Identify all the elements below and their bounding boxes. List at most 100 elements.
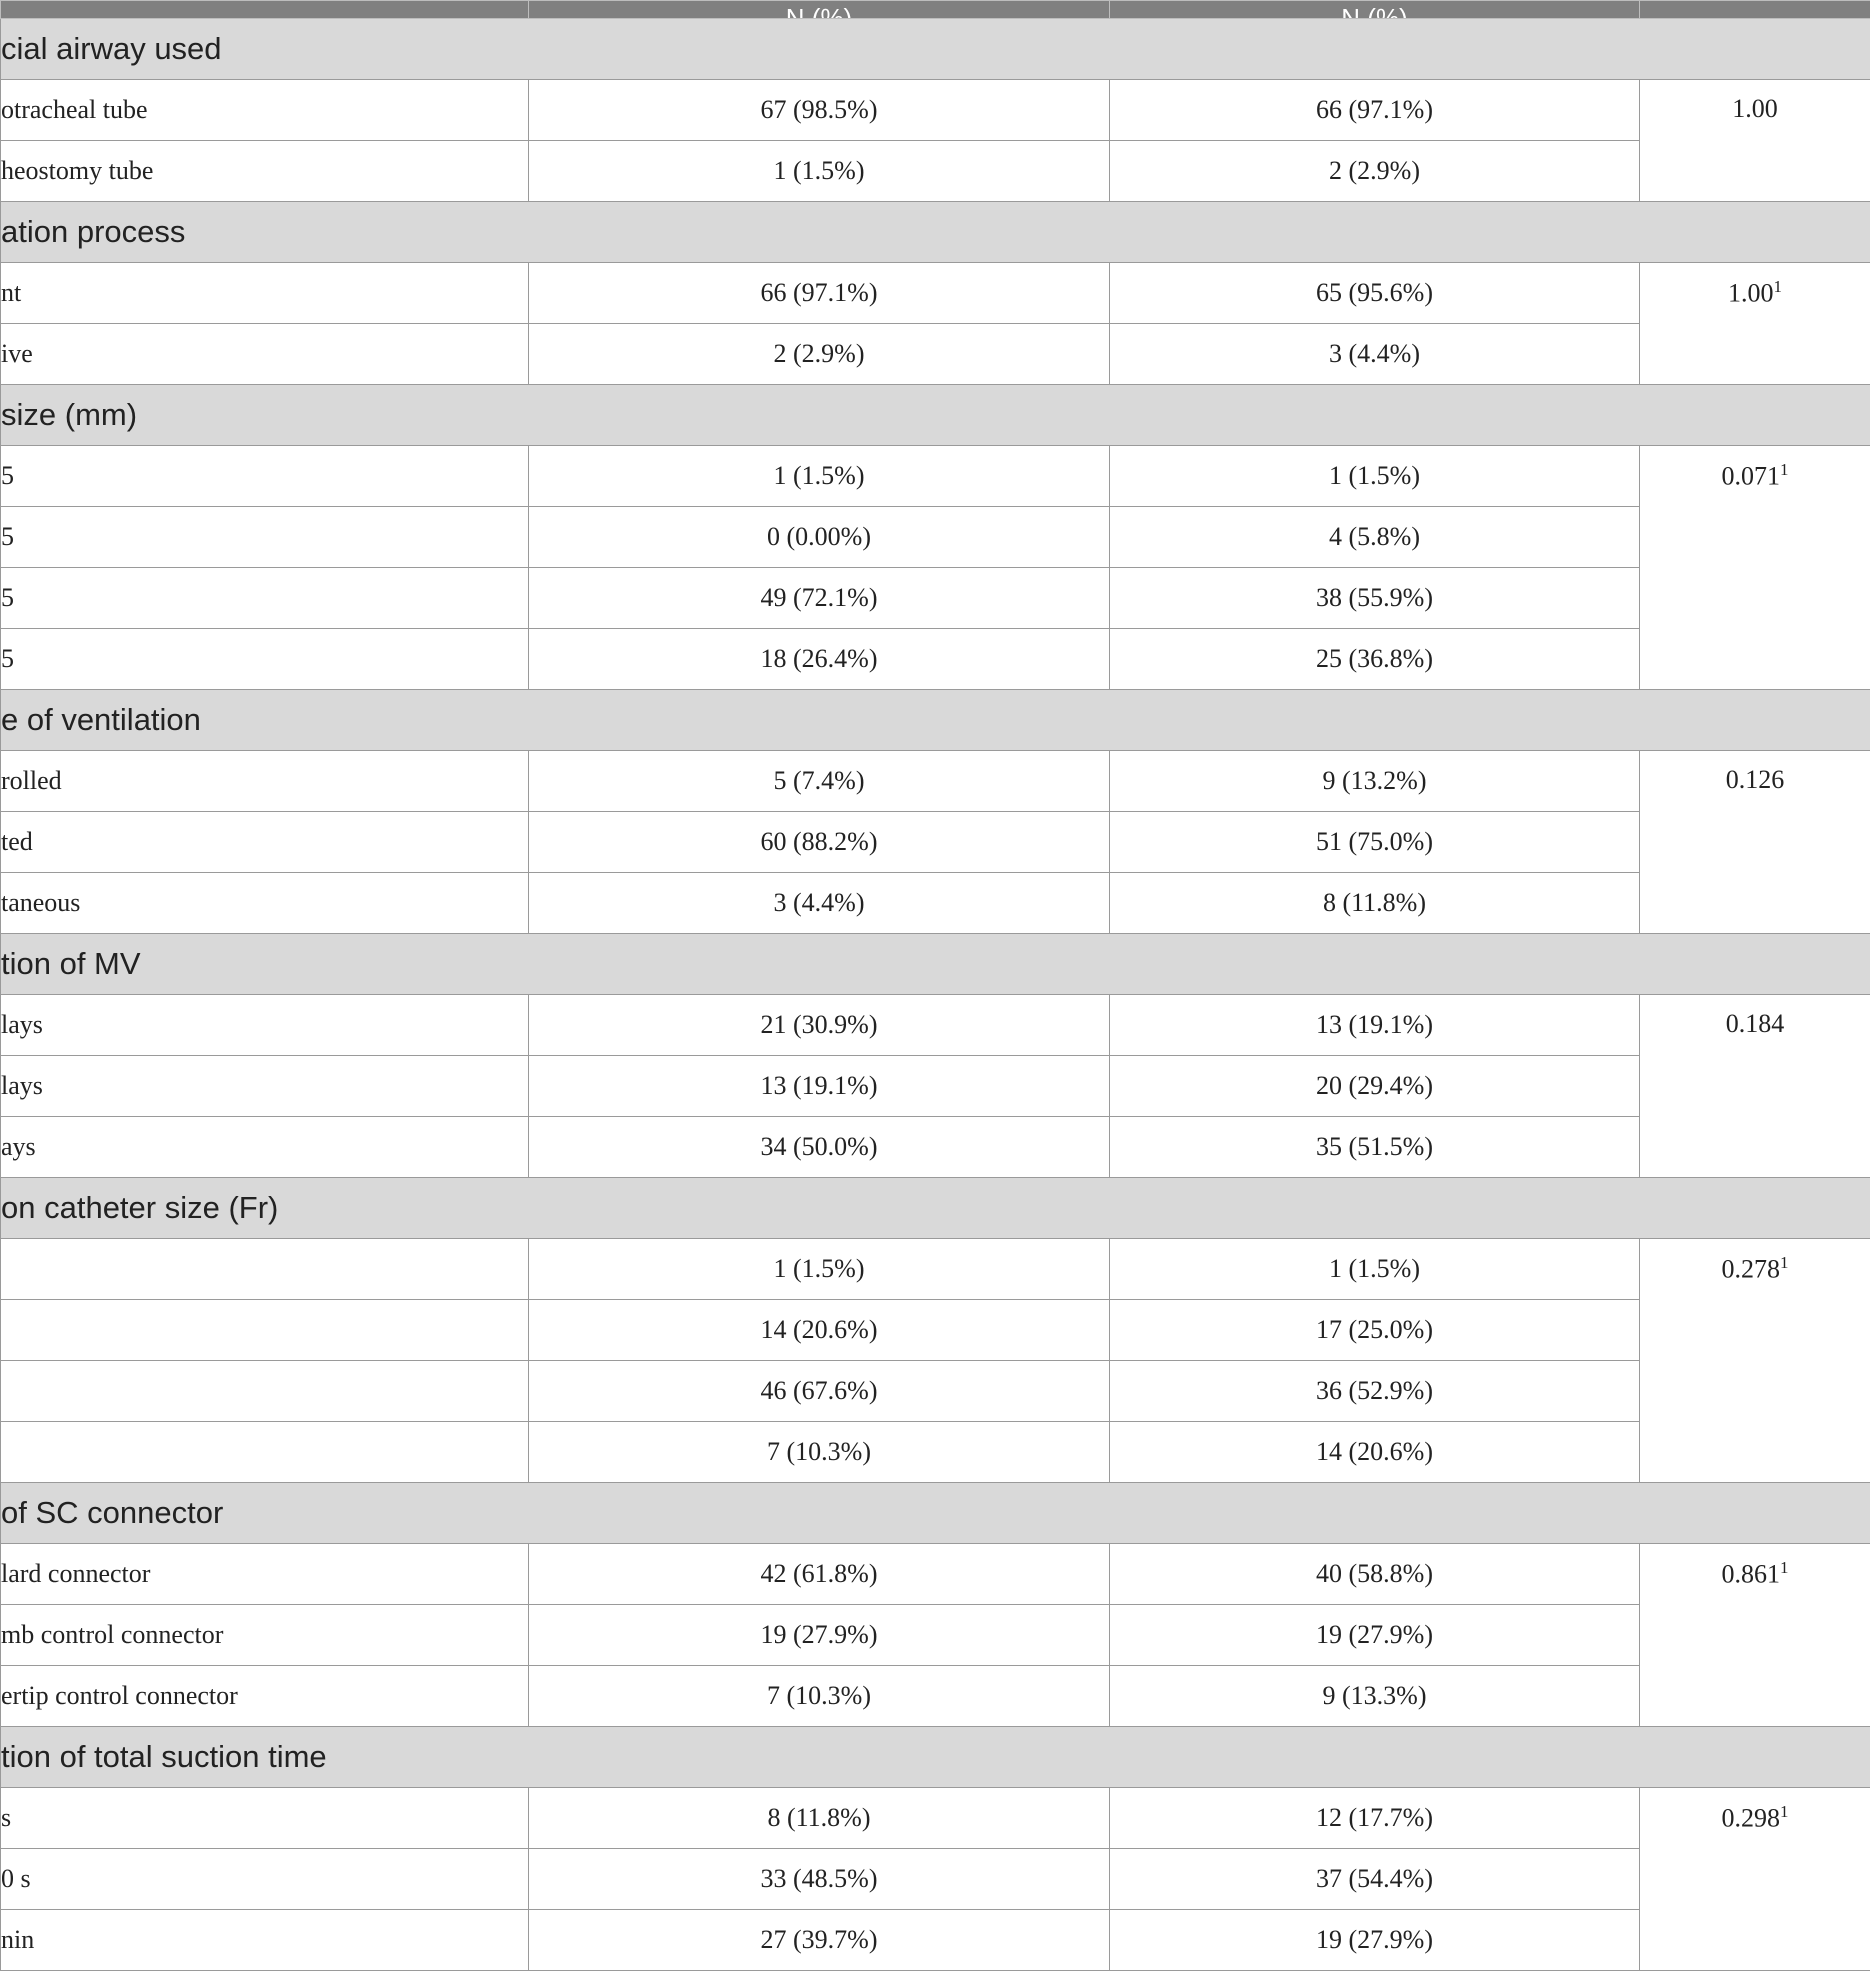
group1-value: 67 (98.5%)	[528, 79, 1110, 141]
data-row: taneous 3 (4.4%) 8 (11.8%)	[0, 872, 1870, 934]
group2-value: 19 (27.9%)	[1109, 1604, 1640, 1666]
group1-value: 5 (7.4%)	[528, 750, 1110, 812]
data-row: ertip control connector 7 (10.3%) 9 (13.3%…	[0, 1665, 1870, 1727]
group2-value: 1 (1.5%)	[1109, 445, 1640, 507]
data-row: ted 60 (88.2%) 51 (75.0%)	[0, 811, 1870, 873]
row-label: nt	[0, 262, 529, 324]
header-cell	[1639, 0, 1870, 19]
group2-value: 1 (1.5%)	[1109, 1238, 1640, 1300]
data-row: lays 13 (19.1%) 20 (29.4%)	[0, 1055, 1870, 1117]
group1-value: 33 (48.5%)	[528, 1848, 1110, 1910]
row-label: rolled	[0, 750, 529, 812]
row-label: 0 s	[0, 1848, 529, 1910]
section-title: tion of total suction time	[0, 1726, 1870, 1788]
p-value-cell: 0.126	[1639, 750, 1870, 934]
data-row: lays 21 (30.9%) 13 (19.1%) 0.184	[0, 994, 1870, 1178]
p-value-cell: 1.001	[1639, 262, 1870, 385]
group2-value: 40 (58.8%)	[1109, 1543, 1640, 1605]
group1-value: 14 (20.6%)	[528, 1299, 1110, 1361]
group1-value: 19 (27.9%)	[528, 1604, 1110, 1666]
p-value: 0.278	[1721, 1254, 1781, 1284]
section-row: e of ventilation	[0, 689, 1870, 751]
data-row: 5 49 (72.1%) 38 (55.9%)	[0, 567, 1870, 629]
row-label: 5	[0, 567, 529, 629]
p-value-cell: 0.2781	[1639, 1238, 1870, 1483]
section-title: e of ventilation	[0, 689, 1870, 751]
group1-value: 13 (19.1%)	[528, 1055, 1110, 1117]
p-value-cell: 0.0711	[1639, 445, 1870, 690]
data-row: 1 (1.5%) 1 (1.5%) 0.2781	[0, 1238, 1870, 1483]
group2-value: 3 (4.4%)	[1109, 323, 1640, 385]
group1-value: 7 (10.3%)	[528, 1665, 1110, 1727]
group2-value: 20 (29.4%)	[1109, 1055, 1640, 1117]
section-row: ation process	[0, 201, 1870, 263]
group2-value: 19 (27.9%)	[1109, 1909, 1640, 1971]
p-value-note: 1	[1773, 277, 1783, 296]
section-title: tion of MV	[0, 933, 1870, 995]
group2-value: 36 (52.9%)	[1109, 1360, 1640, 1422]
row-label: nin	[0, 1909, 529, 1971]
row-label	[0, 1299, 529, 1361]
group2-value: 2 (2.9%)	[1109, 140, 1640, 202]
row-label: 5	[0, 445, 529, 507]
section-row: tion of total suction time	[0, 1726, 1870, 1788]
row-label: 5	[0, 506, 529, 568]
p-value: 0.071	[1721, 461, 1781, 491]
row-label: ertip control connector	[0, 1665, 529, 1727]
data-row: rolled 5 (7.4%) 9 (13.2%) 0.126	[0, 750, 1870, 934]
group1-value: 46 (67.6%)	[528, 1360, 1110, 1422]
p-value-note: 1	[1780, 460, 1789, 479]
p-value-note: 1	[1780, 1802, 1789, 1821]
data-row: nt 66 (97.1%) 65 (95.6%) 1.001	[0, 262, 1870, 385]
group1-value: 0 (0.00%)	[528, 506, 1110, 568]
row-label	[0, 1238, 529, 1300]
data-row: lard connector 42 (61.8%) 40 (58.8%) 0.8611	[0, 1543, 1870, 1727]
row-label	[0, 1421, 529, 1483]
section-title: on catheter size (Fr)	[0, 1177, 1870, 1239]
group2-value: 51 (75.0%)	[1109, 811, 1640, 873]
group1-value: 27 (39.7%)	[528, 1909, 1110, 1971]
group1-value: 2 (2.9%)	[528, 323, 1110, 385]
row-label: ays	[0, 1116, 529, 1178]
group2-value: 13 (19.1%)	[1109, 994, 1640, 1056]
row-label: s	[0, 1787, 529, 1849]
p-value-cell: 0.184	[1639, 994, 1870, 1178]
group1-value: 21 (30.9%)	[528, 994, 1110, 1056]
data-row: 46 (67.6%) 36 (52.9%)	[0, 1360, 1870, 1422]
data-row: mb control connector 19 (27.9%) 19 (27.9%)	[0, 1604, 1870, 1666]
group1-value: 34 (50.0%)	[528, 1116, 1110, 1178]
p-value-note: 1	[1780, 1253, 1789, 1272]
data-row: heostomy tube 1 (1.5%) 2 (2.9%)	[0, 140, 1870, 202]
p-value: 1.00	[1732, 94, 1778, 123]
p-value-cell: 0.2981	[1639, 1787, 1870, 1971]
group1-value: 8 (11.8%)	[528, 1787, 1110, 1849]
section-row: tion of MV	[0, 933, 1870, 995]
data-row: ays 34 (50.0%) 35 (51.5%)	[0, 1116, 1870, 1178]
p-value-note: 1	[1780, 1558, 1789, 1577]
group2-value: 9 (13.2%)	[1109, 750, 1640, 812]
section-row: cial airway used	[0, 18, 1870, 80]
data-row: 7 (10.3%) 14 (20.6%)	[0, 1421, 1870, 1483]
header-row: N (%) N (%)	[0, 0, 1870, 19]
group1-value: 3 (4.4%)	[528, 872, 1110, 934]
header-cell: N (%)	[1109, 0, 1640, 19]
p-value: 0.184	[1725, 1009, 1785, 1038]
group2-value: 35 (51.5%)	[1109, 1116, 1640, 1178]
row-label	[0, 1360, 529, 1422]
data-row: otracheal tube 67 (98.5%) 66 (97.1%) 1.00	[0, 79, 1870, 202]
section-row: on catheter size (Fr)	[0, 1177, 1870, 1239]
group2-value: 9 (13.3%)	[1109, 1665, 1640, 1727]
group2-value: 37 (54.4%)	[1109, 1848, 1640, 1910]
group2-value: 4 (5.8%)	[1109, 506, 1640, 568]
p-value: 0.861	[1721, 1559, 1781, 1589]
group1-value: 42 (61.8%)	[528, 1543, 1110, 1605]
p-value-cell: 0.8611	[1639, 1543, 1870, 1727]
header-cell: N (%)	[528, 0, 1110, 19]
row-label: 5	[0, 628, 529, 690]
group2-value: 25 (36.8%)	[1109, 628, 1640, 690]
group2-value: 38 (55.9%)	[1109, 567, 1640, 629]
